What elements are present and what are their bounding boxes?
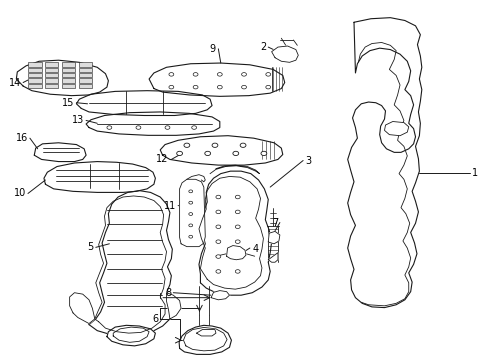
Polygon shape <box>385 122 409 136</box>
Circle shape <box>216 270 221 273</box>
Circle shape <box>189 201 193 204</box>
Circle shape <box>189 213 193 215</box>
Bar <box>79 62 93 67</box>
Text: 2: 2 <box>261 42 267 52</box>
Polygon shape <box>196 329 216 336</box>
Polygon shape <box>211 291 229 300</box>
Text: 3: 3 <box>306 156 312 166</box>
Circle shape <box>189 190 193 193</box>
Bar <box>79 68 93 72</box>
Bar <box>62 78 75 82</box>
Circle shape <box>216 225 221 229</box>
Circle shape <box>232 251 238 255</box>
Circle shape <box>216 240 221 243</box>
Bar <box>79 78 93 82</box>
Text: 6: 6 <box>153 314 159 324</box>
Polygon shape <box>16 60 108 96</box>
Circle shape <box>266 85 270 89</box>
Circle shape <box>169 85 174 89</box>
Circle shape <box>193 85 198 89</box>
Circle shape <box>261 151 267 156</box>
Circle shape <box>216 195 221 199</box>
Bar <box>28 78 42 82</box>
Polygon shape <box>348 18 422 307</box>
Circle shape <box>242 85 246 89</box>
Circle shape <box>184 143 190 147</box>
Circle shape <box>136 126 141 129</box>
Polygon shape <box>107 325 155 346</box>
Bar <box>62 84 75 88</box>
Bar <box>79 73 93 77</box>
Polygon shape <box>70 293 95 324</box>
Circle shape <box>266 73 270 76</box>
Text: 8: 8 <box>165 288 172 298</box>
Circle shape <box>165 126 170 129</box>
Circle shape <box>235 225 240 229</box>
Text: 15: 15 <box>62 98 74 108</box>
Bar <box>28 68 42 72</box>
Bar <box>28 62 42 67</box>
Text: 14: 14 <box>9 77 21 87</box>
Circle shape <box>235 240 240 243</box>
Polygon shape <box>160 136 283 165</box>
Text: 4: 4 <box>252 244 258 254</box>
Polygon shape <box>149 63 285 96</box>
Text: 16: 16 <box>16 133 28 143</box>
Circle shape <box>169 73 174 76</box>
Circle shape <box>177 151 182 156</box>
Text: 7: 7 <box>271 217 278 228</box>
Text: 13: 13 <box>72 116 84 125</box>
Polygon shape <box>179 325 231 354</box>
Circle shape <box>242 73 246 76</box>
Bar <box>28 73 42 77</box>
Bar <box>62 73 75 77</box>
Circle shape <box>218 73 222 76</box>
Circle shape <box>240 143 246 147</box>
Text: 12: 12 <box>156 154 169 165</box>
Circle shape <box>216 210 221 214</box>
Circle shape <box>189 235 193 238</box>
Polygon shape <box>271 46 298 62</box>
Bar <box>45 73 58 77</box>
Text: 5: 5 <box>88 242 94 252</box>
Circle shape <box>192 126 196 129</box>
Polygon shape <box>268 231 280 244</box>
Bar <box>28 84 42 88</box>
Circle shape <box>233 151 239 156</box>
Text: 9: 9 <box>210 44 216 54</box>
Polygon shape <box>180 179 205 247</box>
Polygon shape <box>44 162 155 192</box>
Bar <box>62 68 75 72</box>
Circle shape <box>235 255 240 258</box>
Bar <box>45 78 58 82</box>
Circle shape <box>189 224 193 227</box>
Text: 1: 1 <box>472 168 478 178</box>
Bar <box>45 62 58 67</box>
Text: 11: 11 <box>164 201 176 211</box>
Circle shape <box>239 251 242 253</box>
Circle shape <box>235 270 240 273</box>
Polygon shape <box>34 143 86 162</box>
Circle shape <box>205 151 211 156</box>
Bar <box>79 84 93 88</box>
Polygon shape <box>89 191 172 336</box>
Polygon shape <box>76 91 212 116</box>
Bar <box>45 84 58 88</box>
Circle shape <box>272 236 277 239</box>
Text: 10: 10 <box>14 189 26 198</box>
Polygon shape <box>199 171 271 295</box>
Circle shape <box>218 85 222 89</box>
Polygon shape <box>167 293 181 319</box>
Bar <box>45 68 58 72</box>
Circle shape <box>193 73 198 76</box>
Circle shape <box>107 126 112 129</box>
Circle shape <box>216 255 221 258</box>
Circle shape <box>235 195 240 199</box>
Polygon shape <box>268 253 278 262</box>
Polygon shape <box>86 112 220 135</box>
Circle shape <box>235 210 240 214</box>
Circle shape <box>212 143 218 147</box>
Bar <box>62 62 75 67</box>
Polygon shape <box>226 246 246 260</box>
